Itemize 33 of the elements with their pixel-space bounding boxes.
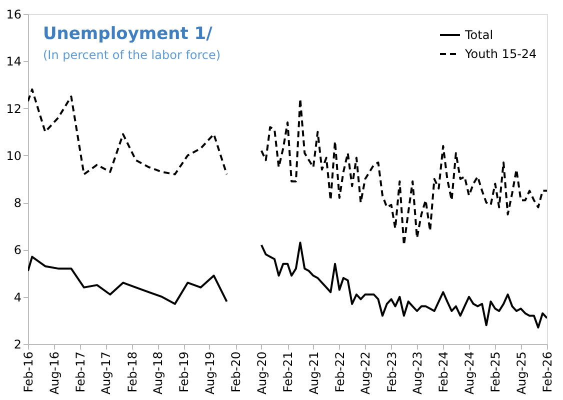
x-tick-label: Feb-25 <box>488 352 503 392</box>
x-tick-label: Aug-21 <box>306 352 321 395</box>
legend-label: Youth 15-24 <box>464 47 537 61</box>
x-tick-label: Aug-24 <box>462 352 476 395</box>
y-tick-label: 12 <box>6 102 22 116</box>
y-tick-label: 10 <box>6 148 22 163</box>
x-tick-label: Aug-22 <box>358 352 373 395</box>
y-tick-label: 4 <box>14 290 22 304</box>
y-tick-label: 2 <box>14 338 22 352</box>
x-tick-label: Aug-25 <box>514 352 528 395</box>
x-tick-label: Feb-19 <box>177 352 192 392</box>
x-tick-label: Aug-16 <box>47 352 62 395</box>
x-tick-label: Feb-20 <box>229 352 244 392</box>
x-tick-label: Aug-23 <box>410 352 424 395</box>
x-tick-label: Feb-23 <box>384 352 399 392</box>
x-tick-label: Feb-24 <box>436 352 451 392</box>
x-tick-label: Aug-19 <box>202 352 217 395</box>
x-tick-label: Feb-22 <box>332 352 347 392</box>
y-tick-label: 16 <box>6 8 22 22</box>
x-tick-label: Aug-18 <box>151 352 166 395</box>
x-tick-label: Aug-17 <box>99 352 114 395</box>
text: (In percent of the labor force) <box>43 48 221 62</box>
x-tick-label: Feb-26 <box>540 352 554 392</box>
x-tick-label: Aug-20 <box>254 352 269 395</box>
text: Unemployment 1/ <box>43 24 214 44</box>
y-tick-label: 8 <box>14 196 22 210</box>
x-tick-label: Feb-17 <box>74 352 88 392</box>
y-tick-label: 14 <box>6 54 22 69</box>
x-tick-label: Feb-18 <box>125 352 140 392</box>
x-tick-label: Feb-21 <box>281 352 296 392</box>
x-tick-label: Feb-16 <box>22 352 36 392</box>
y-tick-label: 6 <box>14 243 22 258</box>
legend-label: Total <box>464 28 494 42</box>
